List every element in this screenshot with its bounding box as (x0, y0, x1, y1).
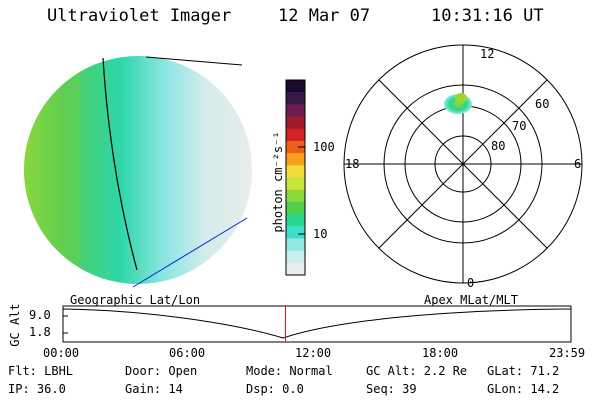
colorbar-segment (286, 214, 305, 227)
timeline-xtick-0600: 06:00 (169, 346, 206, 360)
altitude-timeline (62, 305, 572, 343)
lat-label-60: 60 (535, 97, 550, 111)
status-door: Door: Open (125, 364, 198, 378)
colorbar-segment (286, 116, 305, 130)
colorbar (285, 79, 306, 276)
status-glon: GLon: 14.2 (487, 382, 560, 396)
orbit-track-line (132, 217, 248, 288)
status-filter: Flt: LBHL (8, 364, 74, 378)
timeline-ylabel: GC Alt (8, 303, 22, 347)
timeline-xtick-1800: 18:00 (422, 346, 459, 360)
colorbar-segment (286, 128, 305, 142)
status-mode: Mode: Normal (246, 364, 333, 378)
timeline-ytick-9: 9.0 (29, 308, 51, 322)
earth-disk-image (24, 56, 252, 288)
colorbar-segment (286, 189, 305, 203)
colorbar-segment (286, 201, 305, 215)
colorbar-segment (286, 92, 305, 105)
colorbar-segment (286, 238, 305, 252)
status-glat: GLat: 71.2 (487, 364, 560, 378)
status-seq: Seq: 39 (366, 382, 417, 396)
colorbar-segment (286, 250, 305, 264)
status-dsp: Dsp: 0.0 (246, 382, 304, 396)
auroral-spot (444, 93, 472, 114)
colorbar-segment (286, 262, 305, 276)
timeline-xtick-1200: 12:00 (295, 346, 332, 360)
mlt-label-18: 18 (345, 157, 360, 171)
altitude-curve (62, 308, 572, 339)
colorbar-segment (286, 226, 305, 239)
timeline-ytick-1.8: 1.8 (29, 325, 51, 339)
colorbar-segment (286, 165, 305, 178)
timeline-right-caption: Apex MLat/MLT (424, 293, 518, 307)
polar-plot (343, 44, 583, 284)
colorbar-tick-100: 100 (313, 140, 335, 154)
colorbar-segment (286, 177, 305, 191)
colorbar-segment (286, 153, 305, 166)
colorbar-unit-label: photon cm⁻²s⁻¹ (271, 131, 285, 233)
lat-label-70: 70 (512, 119, 527, 133)
colorbar-segment (286, 140, 305, 154)
colorbar-segment (286, 104, 305, 118)
colorbar-frame (285, 79, 306, 276)
status-gc-alt: GC Alt: 2.2 Re (366, 364, 468, 378)
instrument-title: Ultraviolet Imager (47, 6, 232, 26)
limb-marker-line (145, 56, 243, 66)
time-label: 10:31:16 UT (431, 6, 544, 26)
timeline-left-caption: Geographic Lat/Lon (70, 293, 201, 307)
status-gain: Gain: 14 (125, 382, 183, 396)
colorbar-tick-10: 10 (313, 227, 328, 241)
terminator-line (102, 57, 138, 271)
timeline-xtick-0000: 00:00 (43, 346, 80, 360)
colorbar-segment (286, 80, 305, 93)
timeline-xtick-2359: 23:59 (549, 346, 586, 360)
mlt-label-6: 6 (574, 157, 582, 171)
lat-label-80: 80 (491, 139, 506, 153)
status-ip: IP: 36.0 (8, 382, 66, 396)
date-label: 12 Mar 07 (278, 6, 371, 26)
mlt-label-12: 12 (480, 47, 495, 61)
mlt-label-0: 0 (467, 276, 475, 290)
